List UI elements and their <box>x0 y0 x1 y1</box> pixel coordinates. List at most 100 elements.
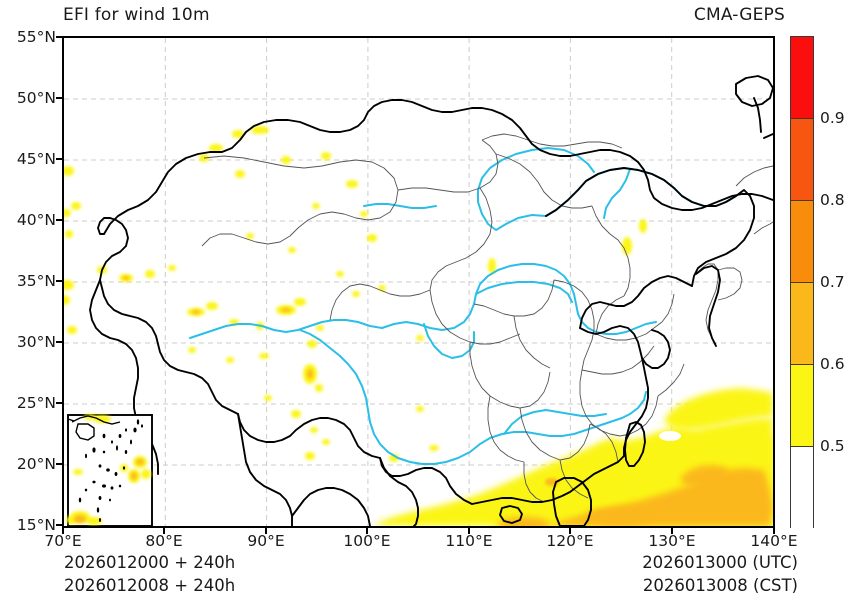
y-tick-mark <box>56 524 62 526</box>
river-yellow <box>381 263 657 335</box>
y-tick-mark <box>56 341 62 343</box>
x-tick-label-120e: 120°E <box>546 532 594 550</box>
x-tick-label-80e: 80°E <box>145 532 183 550</box>
map-plot-area <box>62 36 775 528</box>
coast-taiwan <box>624 421 646 467</box>
efi-patch-ne-2 <box>639 219 647 233</box>
x-tick-mark <box>366 528 368 534</box>
river-tibet <box>363 203 437 209</box>
coast-fujian-guangdong <box>471 455 625 505</box>
efi-hole-pacific <box>659 431 681 441</box>
efi-patch-pacific-core2 <box>680 465 728 488</box>
border-china-nw <box>103 99 773 235</box>
colorbar-band-0_8-0_9 <box>791 119 813 201</box>
y-tick-mark <box>56 36 62 38</box>
y-tick-label-40n: 40°N <box>16 211 56 229</box>
x-tick-mark <box>671 528 673 534</box>
coast-luzon <box>552 477 592 526</box>
y-tick-mark <box>56 463 62 465</box>
map-province-boundaries-layer <box>201 133 773 503</box>
footer-valid-time-utc: 2026013000 (UTC) <box>642 553 798 572</box>
y-tick-mark <box>56 158 62 160</box>
x-tick-label-140e: 140°E <box>750 532 798 550</box>
y-tick-label-15n: 15°N <box>16 516 56 534</box>
efi-patch-west-2 <box>71 202 81 210</box>
efi-patch-tibet-scatter <box>97 126 496 451</box>
border-china-himalaya <box>99 279 239 415</box>
inset-efi-patches <box>66 414 151 525</box>
efi-shading-layer <box>64 126 773 526</box>
efi-patch-sw-2 <box>322 439 330 445</box>
x-tick-mark <box>62 528 64 534</box>
map-rivers-layer <box>189 147 745 465</box>
x-tick-mark <box>569 528 571 534</box>
y-tick-label-55n: 55°N <box>16 28 56 46</box>
colorbar-band-above-0_9 <box>791 37 813 119</box>
colorbar-tick-label-0_9: 0.9 <box>820 109 845 127</box>
y-tick-label-45n: 45°N <box>16 150 56 168</box>
coast-japan-honshu <box>763 133 773 139</box>
y-tick-mark <box>56 280 62 282</box>
river-yellow-loop <box>423 323 475 359</box>
footer-valid-time-cst: 2026013008 (CST) <box>642 576 798 595</box>
efi-patch-west-6 <box>67 326 77 334</box>
x-tick-label-110e: 110°E <box>445 532 493 550</box>
efi-patch-tibet-scatter-amber <box>123 276 313 379</box>
y-tick-label-20n: 20°N <box>16 455 56 473</box>
colorbar <box>790 36 814 529</box>
colorbar-band-0_7-0_8 <box>791 201 813 283</box>
border-china-kashmir <box>97 217 129 281</box>
river-songhua <box>603 168 631 219</box>
x-tick-label-90e: 90°E <box>247 532 285 550</box>
y-tick-label-35n: 35°N <box>16 272 56 290</box>
river-yellow-ordos <box>475 281 573 303</box>
y-tick-label-50n: 50°N <box>16 89 56 107</box>
x-tick-label-70e: 70°E <box>44 532 82 550</box>
efi-patch-pacific-upper-lobe <box>664 388 773 430</box>
colorbar-band-below-0_5 <box>791 447 813 529</box>
river-yangtze-mid <box>503 409 607 435</box>
efi-patch-west-3 <box>64 209 71 217</box>
efi-patch-sw-1 <box>305 452 315 460</box>
inset-coastlines <box>67 415 121 441</box>
x-tick-mark <box>773 528 775 534</box>
river-yangtze <box>339 355 623 465</box>
efi-patch-taiwan-s <box>568 500 584 510</box>
river-yangtze-source <box>299 329 341 357</box>
inset-islands <box>78 419 143 522</box>
y-tick-mark <box>56 402 62 404</box>
y-tick-mark <box>56 219 62 221</box>
model-name-label: CMA-GEPS <box>693 5 785 25</box>
efi-patch-pacific-core3 <box>586 507 654 525</box>
inset-efi-patches-amber <box>74 459 144 523</box>
coast-sakhalin <box>753 97 762 133</box>
colorbar-band-0_6-0_7 <box>791 283 813 365</box>
y-tick-label-30n: 30°N <box>16 333 56 351</box>
coast-indochina <box>379 457 419 526</box>
river-yellow-upper <box>189 319 383 339</box>
x-tick-label-130e: 130°E <box>648 532 696 550</box>
y-tick-label-25n: 25°N <box>16 394 56 412</box>
coast-japan-hokkaido <box>735 75 773 107</box>
efi-patch-west-1 <box>64 166 74 176</box>
efi-patch-ne-1 <box>622 237 632 255</box>
colorbar-tick-label-0_8: 0.8 <box>820 191 845 209</box>
map-svg <box>64 38 773 526</box>
x-tick-mark <box>163 528 165 534</box>
map-canvas <box>64 38 773 526</box>
river-yangtze-lower <box>621 391 647 419</box>
footer-init-time-utc: 2026012000 + 240h <box>64 553 236 572</box>
border-china-ne-2 <box>579 275 693 329</box>
map-national-borders-layer <box>89 75 773 526</box>
map-gridlines <box>64 38 773 526</box>
colorbar-tick-label-0_6: 0.6 <box>820 355 845 373</box>
efi-patch-west-5 <box>64 295 70 305</box>
colorbar-band-0_5-0_6 <box>791 365 813 447</box>
coast-korea <box>695 265 721 347</box>
south-china-sea-inset <box>66 414 153 526</box>
efi-patch-west-4 <box>64 280 74 290</box>
efi-patch-west-7 <box>65 230 73 238</box>
efi-patch-pacific-core4 <box>498 517 550 526</box>
x-tick-mark <box>265 528 267 534</box>
